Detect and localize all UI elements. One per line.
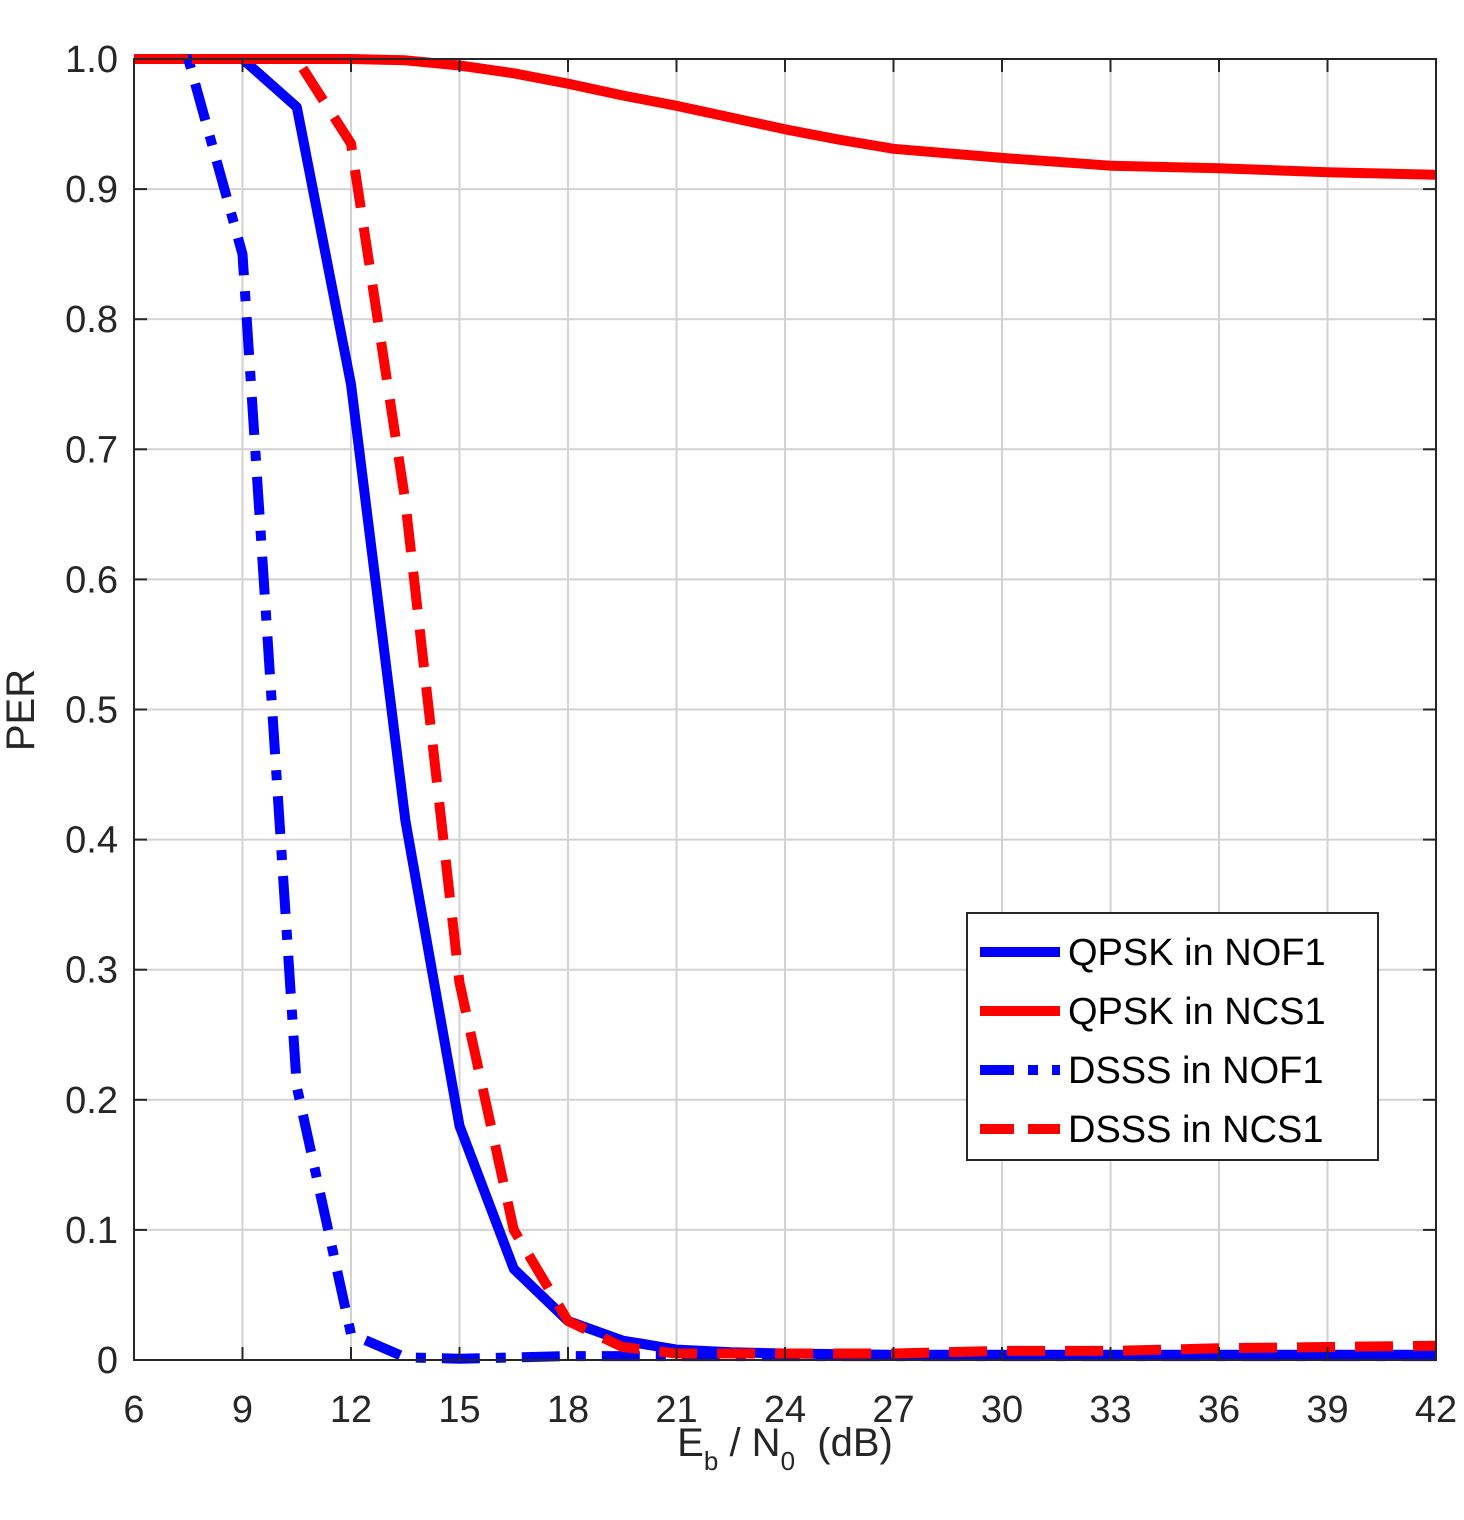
x-tick-label: 27 (872, 1389, 914, 1431)
x-tick-label: 33 (1089, 1389, 1131, 1431)
x-tick-label: 36 (1198, 1389, 1240, 1431)
y-tick-label: 0.1 (65, 1210, 118, 1252)
legend: QPSK in NOF1 QPSK in NCS1 DSSS in NOF1 DSSS… (966, 912, 1379, 1161)
y-tick-label: 0.3 (65, 950, 118, 992)
legend-label: DSSS in NOF1 (1068, 1050, 1324, 1092)
x-tick-label: 42 (1415, 1389, 1457, 1431)
ticks (133, 58, 1437, 1361)
x-tick-label: 9 (232, 1389, 253, 1431)
y-tick-label: 0 (97, 1340, 118, 1382)
x-tick-label: 12 (330, 1389, 372, 1431)
x-tick-label: 18 (547, 1389, 589, 1431)
y-tick-label: 0.8 (65, 299, 118, 341)
y-tick-label: 0.7 (65, 429, 118, 471)
y-tick-label: 0.4 (65, 820, 118, 862)
x-tick-label: 39 (1306, 1389, 1348, 1431)
x-tick-label: 21 (655, 1389, 697, 1431)
y-tick-label: 0.2 (65, 1080, 118, 1122)
y-tick-label: 0.5 (65, 690, 118, 732)
y-tick-label: 1.0 (65, 39, 118, 81)
x-tick-label: 6 (123, 1389, 144, 1431)
x-tick-label: 24 (764, 1389, 806, 1431)
x-axis-label: Eb / N0 (dB) (677, 1421, 893, 1476)
legend-label: DSSS in NCS1 (1068, 1109, 1324, 1151)
y-tick-labels: 0 0.1 0.2 0.3 0.4 0.5 0.6 0.7 0.8 0.9 1.0 (65, 39, 118, 1382)
y-tick-label: 0.6 (65, 559, 118, 601)
x-tick-label: 30 (981, 1389, 1023, 1431)
legend-label: QPSK in NCS1 (1068, 991, 1326, 1033)
x-tick-labels: 6 9 12 15 18 21 24 27 30 33 36 39 42 (123, 1389, 1457, 1431)
legend-label: QPSK in NOF1 (1068, 932, 1326, 974)
y-axis-label: PER (0, 669, 43, 751)
x-tick-label: 15 (438, 1389, 480, 1431)
y-tick-label: 0.9 (65, 169, 118, 211)
